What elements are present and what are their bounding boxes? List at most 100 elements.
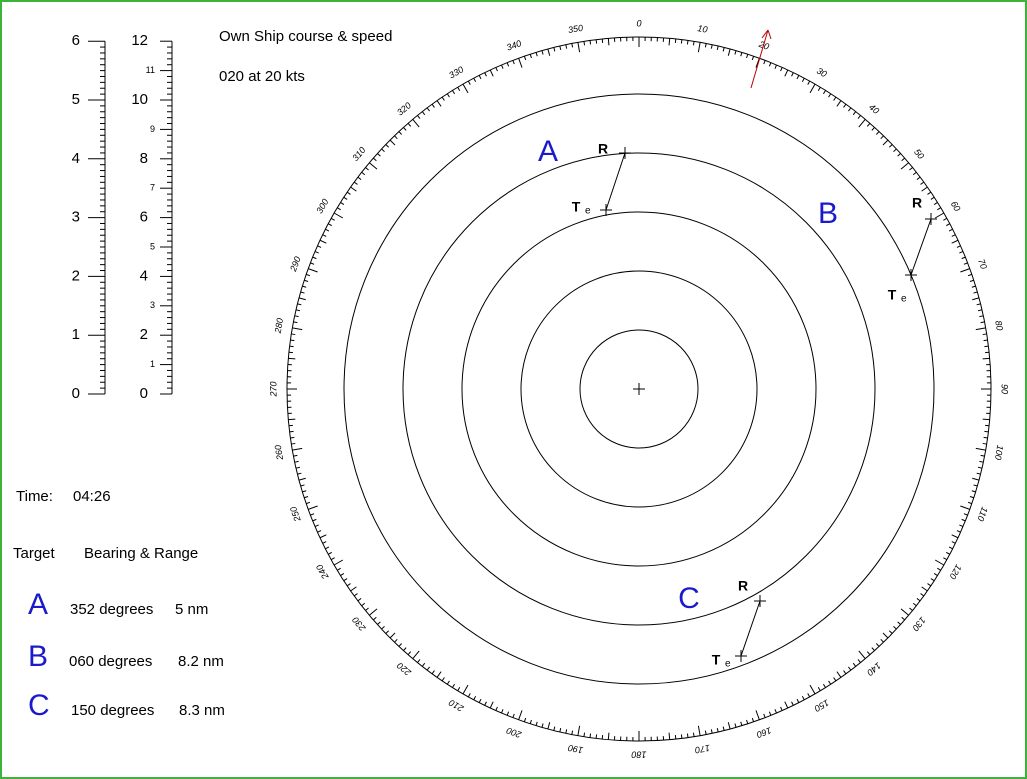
compass-tick — [697, 725, 701, 736]
compass-label: 50 — [912, 147, 926, 161]
compass-tick — [951, 541, 956, 544]
compass-tick — [473, 696, 477, 701]
compass-tick — [740, 721, 743, 726]
compass-tick — [292, 327, 303, 331]
compass-tick — [407, 651, 412, 655]
range: 8.3 nm — [179, 702, 225, 719]
compass-tick — [350, 586, 357, 592]
compass-tick — [290, 436, 295, 439]
compass-tick — [934, 559, 945, 566]
compass-tick — [852, 662, 857, 667]
compass-tick — [843, 103, 847, 108]
compass-tick — [727, 722, 731, 730]
compass-tick — [333, 212, 344, 219]
compass-tick — [457, 87, 461, 91]
compass-tick — [357, 598, 362, 602]
compass-tick — [901, 616, 905, 621]
compass-label: 100 — [993, 444, 1005, 461]
compass-label: 190 — [567, 743, 584, 755]
compass-tick — [746, 54, 749, 59]
compass-tick — [501, 709, 504, 714]
compass-tick — [982, 357, 990, 360]
compass-label: 30 — [815, 66, 829, 80]
compass-tick — [866, 123, 871, 127]
compass-tick — [523, 717, 527, 722]
compass-tick — [452, 683, 456, 688]
compass-tick — [547, 722, 551, 730]
compass-tick — [319, 534, 327, 539]
compass-tick — [353, 181, 358, 185]
compass-tick — [385, 630, 390, 634]
compass-tick — [452, 90, 456, 95]
compass-label: 80 — [993, 320, 1005, 332]
compass-tick — [836, 671, 842, 678]
t-label: T — [572, 199, 581, 215]
compass-tick — [322, 541, 327, 544]
compass-tick — [330, 557, 335, 561]
compass-tick — [473, 77, 477, 82]
compass-tick — [583, 732, 586, 737]
compass-tick — [446, 680, 450, 685]
compass-tick — [403, 127, 407, 131]
compass-tick — [828, 680, 832, 685]
target-label: A — [538, 135, 558, 168]
compass-tick — [857, 115, 861, 119]
compass-tick — [426, 107, 430, 112]
compass-tick — [710, 729, 713, 734]
compass-tick — [302, 285, 307, 288]
compass-label: 40 — [867, 102, 881, 116]
range-ring — [343, 93, 935, 685]
compass-tick — [288, 357, 296, 360]
t-label: T — [888, 287, 897, 303]
compass-tick — [809, 83, 816, 94]
compass-tick — [501, 64, 504, 69]
compass-tick — [956, 530, 961, 533]
range: 8.2 nm — [178, 653, 224, 670]
scale-label: 6 — [140, 209, 148, 226]
compass-tick — [346, 583, 351, 587]
compass-tick — [963, 513, 968, 516]
compass-tick — [791, 701, 794, 706]
compass-tick — [457, 687, 461, 691]
compass-tick — [927, 583, 932, 587]
compass-tick — [607, 38, 610, 46]
compass-tick — [343, 578, 348, 582]
compass-tick — [882, 139, 889, 146]
compass-tick — [436, 671, 442, 678]
compass-tick — [912, 602, 917, 607]
time-value: 04:26 — [73, 488, 111, 505]
compass-tick — [518, 710, 523, 720]
compass-tick — [478, 698, 482, 703]
compass-tick — [960, 268, 970, 273]
compass-tick — [294, 460, 299, 463]
compass-tick — [300, 484, 305, 487]
compass-tick — [506, 62, 510, 67]
compass-tick — [312, 256, 317, 260]
bearing: 352 degrees — [70, 601, 153, 618]
compass-tick — [417, 115, 421, 119]
compass-tick — [937, 207, 941, 211]
compass-tick — [306, 273, 311, 277]
compass-tick — [495, 706, 498, 711]
compass-tick — [959, 251, 964, 254]
compass-tick — [900, 608, 909, 616]
compass-tick — [930, 196, 935, 200]
compass-tick — [979, 315, 984, 318]
scale-label: 4 — [72, 150, 80, 167]
range-ring — [520, 270, 758, 508]
compass-tick — [467, 693, 471, 698]
compass-tick — [807, 693, 811, 698]
compass-tick — [668, 732, 671, 740]
compass-tick — [836, 100, 842, 107]
target-id: C — [28, 689, 50, 722]
compass-tick — [293, 454, 298, 457]
compass-tick — [441, 96, 445, 101]
compass-tick — [755, 710, 760, 720]
compass-tick — [489, 701, 494, 709]
compass-tick — [298, 297, 306, 301]
compass-label: 280 — [273, 317, 286, 335]
compass-tick — [973, 291, 978, 294]
track — [740, 600, 761, 657]
compass-tick — [959, 524, 964, 527]
